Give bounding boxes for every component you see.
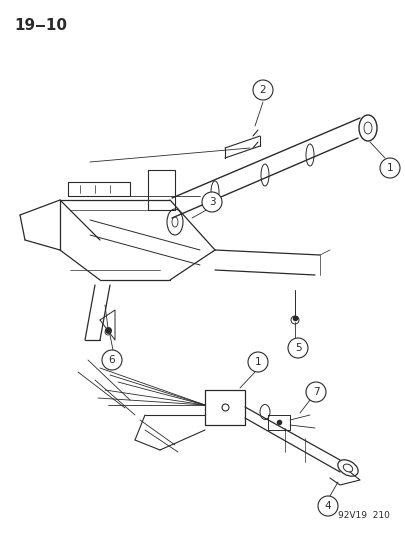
Text: 2: 2 (260, 85, 266, 95)
Circle shape (306, 382, 326, 402)
Text: 3: 3 (209, 197, 215, 207)
Circle shape (253, 80, 273, 100)
Text: 4: 4 (325, 501, 331, 511)
Text: 19‒10: 19‒10 (14, 18, 67, 33)
Circle shape (318, 496, 338, 516)
Text: 7: 7 (313, 387, 319, 397)
Text: 92V19  210: 92V19 210 (338, 511, 390, 520)
Text: 1: 1 (255, 357, 261, 367)
Text: 1: 1 (387, 163, 393, 173)
Circle shape (102, 350, 122, 370)
Circle shape (380, 158, 400, 178)
Circle shape (202, 192, 222, 212)
Text: 5: 5 (295, 343, 301, 353)
Circle shape (288, 338, 308, 358)
Circle shape (248, 352, 268, 372)
Text: 6: 6 (109, 355, 115, 365)
